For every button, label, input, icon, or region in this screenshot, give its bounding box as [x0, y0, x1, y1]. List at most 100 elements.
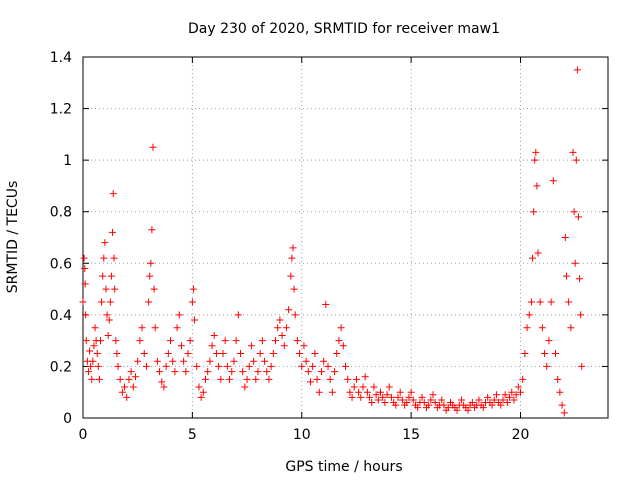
data-point: [199, 388, 207, 396]
data-point: [184, 350, 192, 358]
data-point: [82, 337, 90, 345]
y-tick-label: 0.8: [50, 205, 72, 221]
data-point: [290, 285, 298, 293]
data-point: [534, 249, 542, 257]
data-point: [109, 190, 117, 198]
data-point: [567, 324, 575, 332]
data-point: [230, 357, 238, 365]
data-point: [212, 350, 220, 358]
data-point: [350, 383, 358, 391]
data-point: [191, 316, 199, 324]
data-point: [307, 378, 314, 386]
data-point: [285, 306, 293, 314]
data-point: [97, 337, 104, 345]
data-point: [529, 254, 537, 262]
data-point: [289, 244, 297, 252]
data-point: [127, 368, 135, 376]
data-point: [569, 148, 577, 156]
data-point: [226, 375, 234, 383]
data-point: [276, 316, 284, 324]
data-point: [311, 350, 319, 358]
data-point: [403, 399, 411, 407]
data-point: [549, 177, 557, 185]
data-point: [150, 285, 158, 293]
y-tick-label: 0.6: [50, 256, 72, 272]
data-point: [331, 368, 339, 376]
data-point: [188, 298, 196, 306]
data-point: [123, 393, 131, 401]
data-point: [101, 239, 109, 247]
data-point: [81, 280, 89, 288]
data-point: [547, 298, 555, 306]
data-point: [368, 399, 376, 407]
data-point: [90, 342, 98, 350]
x-tick-label: 20: [512, 427, 530, 443]
data-point: [300, 342, 308, 350]
data-point: [538, 324, 546, 332]
data-point: [93, 350, 101, 358]
data-point: [571, 259, 579, 267]
data-point: [180, 357, 188, 365]
data-point: [256, 350, 264, 358]
data-point: [560, 409, 568, 417]
data-point: [195, 383, 203, 391]
data-point: [394, 393, 402, 401]
data-point: [261, 357, 269, 365]
data-point: [145, 298, 153, 306]
data-point: [488, 401, 496, 409]
grid-layer: [83, 57, 608, 418]
data-point: [112, 337, 120, 345]
data-point: [366, 393, 374, 401]
data-point: [320, 357, 328, 365]
data-point: [291, 311, 299, 319]
data-point: [503, 399, 511, 407]
data-point: [177, 342, 185, 350]
data-point: [541, 350, 549, 358]
data-point: [372, 391, 380, 399]
data-point: [355, 388, 363, 396]
data-point: [392, 401, 400, 409]
data-point: [405, 393, 413, 401]
data-point: [88, 375, 96, 383]
data-point: [287, 272, 295, 280]
data-point: [484, 393, 492, 401]
data-point: [326, 375, 334, 383]
y-tick-label: 0.2: [50, 359, 72, 375]
data-point: [374, 396, 382, 404]
data-point: [512, 391, 520, 399]
data-point: [149, 143, 157, 151]
data-point: [333, 350, 341, 358]
data-point: [574, 213, 582, 221]
data-point: [514, 383, 522, 391]
data-point: [501, 391, 509, 399]
data-point: [506, 393, 514, 401]
data-point: [492, 391, 500, 399]
data-point: [175, 311, 183, 319]
data-point: [533, 182, 541, 190]
data-point: [440, 401, 448, 409]
y-tick-label: 0: [63, 411, 72, 427]
data-point: [282, 324, 290, 332]
data-point: [508, 388, 516, 396]
data-point: [510, 396, 518, 404]
data-point: [193, 362, 201, 370]
data-point: [223, 362, 231, 370]
data-point: [570, 208, 578, 216]
data-point: [263, 368, 271, 376]
y-tick-label: 1.2: [50, 102, 72, 118]
data-point: [499, 396, 507, 404]
data-point: [148, 226, 156, 234]
data-point: [296, 350, 304, 358]
data-point: [169, 357, 177, 365]
data-point: [197, 393, 205, 401]
data-point: [438, 396, 446, 404]
data-point: [342, 362, 349, 370]
x-tick-label: 5: [188, 427, 197, 443]
data-point: [302, 357, 310, 365]
data-point: [363, 388, 371, 396]
data-point: [468, 399, 476, 407]
data-point: [385, 383, 393, 391]
data-point: [278, 331, 286, 339]
data-point: [293, 337, 301, 345]
data-point: [162, 362, 170, 370]
